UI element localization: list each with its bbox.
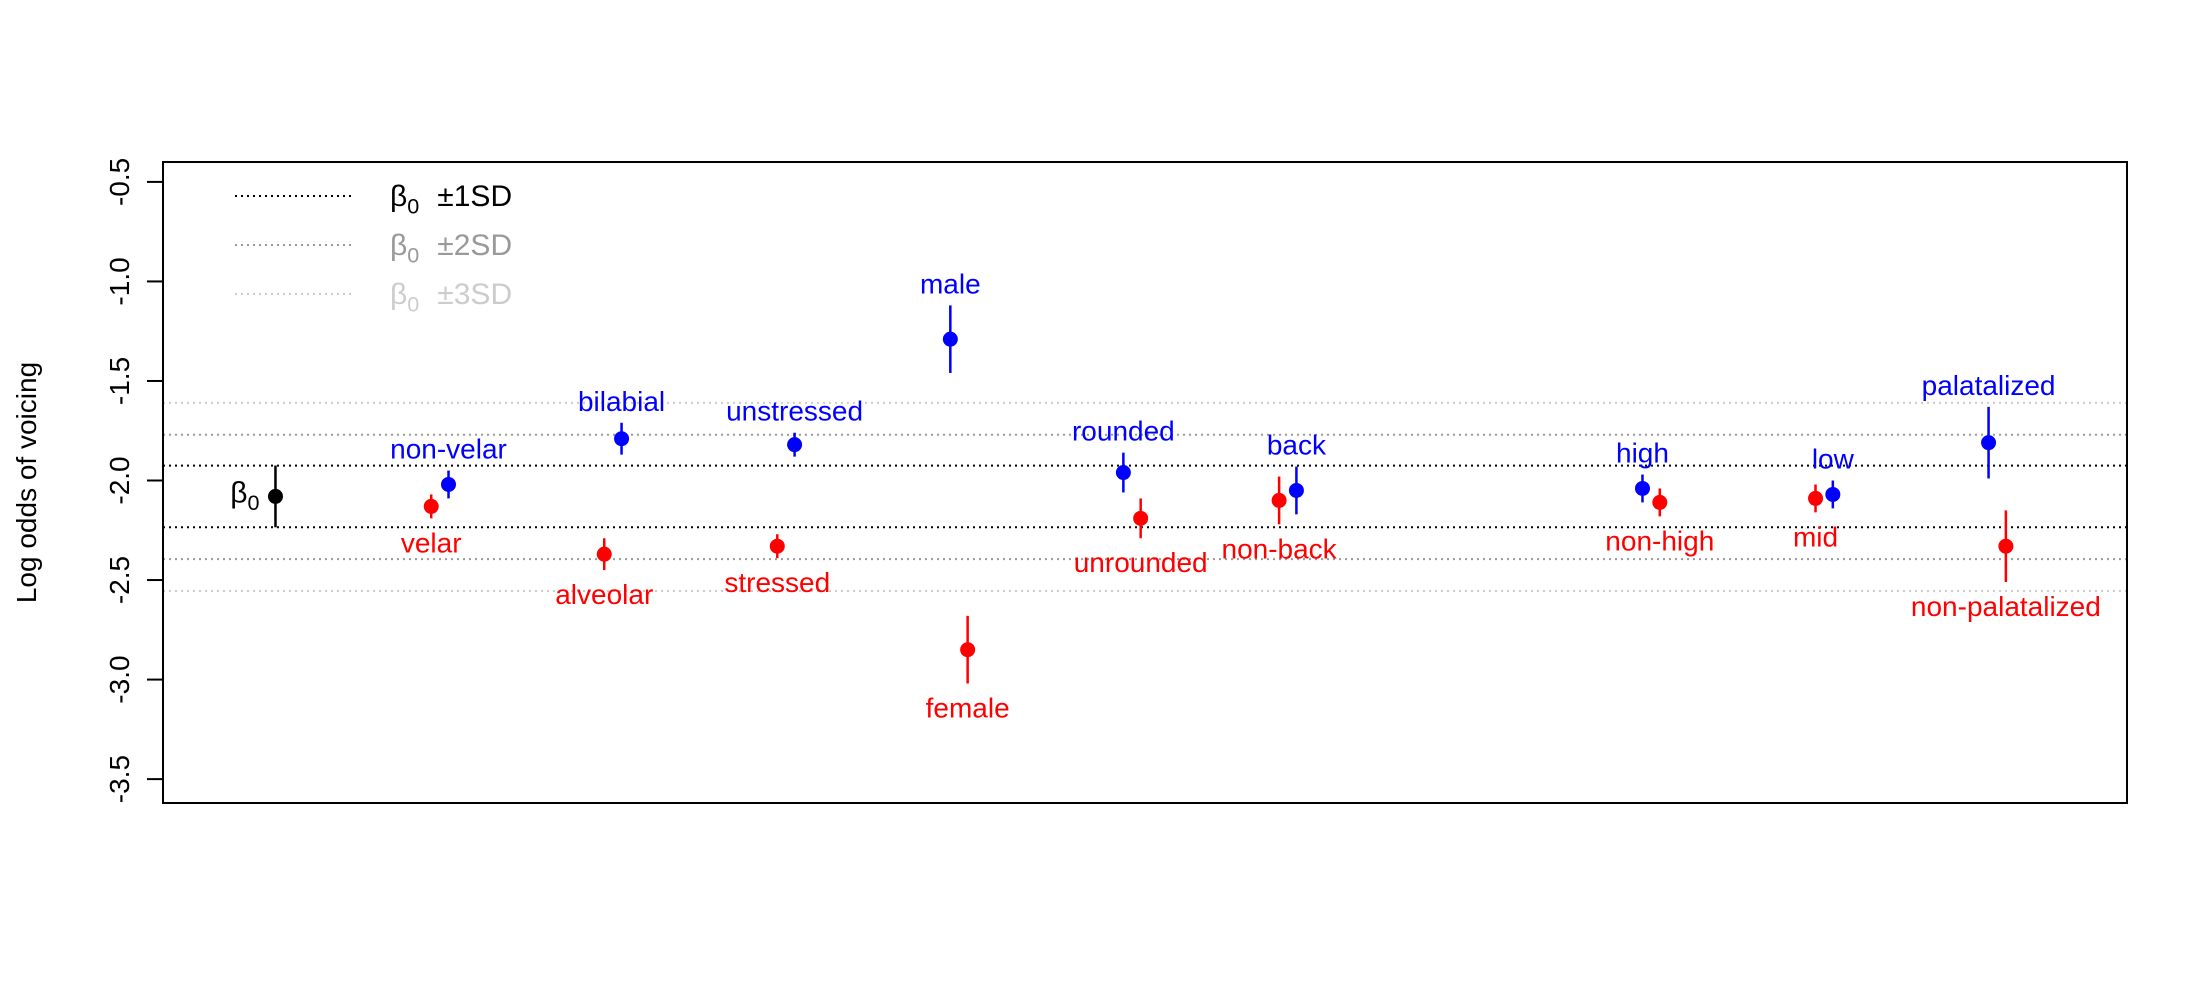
male-label: male	[920, 268, 981, 299]
baseline-label-symbol: β	[230, 476, 247, 509]
legend-entry-label: ±3SD	[437, 278, 512, 311]
non-back-point	[1271, 492, 1287, 508]
y-tick-label: -3.5	[104, 755, 135, 803]
y-tick-label: -0.5	[104, 158, 135, 206]
baseline-label-subscript: 0	[247, 490, 259, 515]
data-marks: β0velarnon-velaralveolarbilabialstressed…	[230, 268, 2101, 723]
non-high-point	[1652, 494, 1668, 510]
legend-entry-symbol: β	[390, 229, 407, 262]
non-palatalized-point	[1998, 538, 2014, 554]
high-point	[1634, 480, 1650, 496]
high-label: high	[1616, 438, 1669, 469]
palatalized-label: palatalized	[1922, 370, 2056, 401]
unstressed-label: unstressed	[726, 396, 863, 427]
non-back-label: non-back	[1222, 533, 1338, 564]
mid-point	[1808, 490, 1824, 506]
rounded-point	[1115, 465, 1131, 481]
stressed-label: stressed	[724, 567, 830, 598]
baseline-label: β0	[230, 476, 259, 515]
y-tick-label: -3.0	[104, 655, 135, 703]
low-point	[1825, 486, 1841, 502]
y-tick-label: -2.0	[104, 456, 135, 504]
non-velar-label: non-velar	[390, 434, 507, 465]
rounded-label: rounded	[1072, 416, 1175, 447]
unrounded-point	[1133, 510, 1149, 526]
mid-label: mid	[1793, 521, 1838, 552]
non-velar-point	[441, 476, 457, 492]
baseline-point	[267, 488, 283, 504]
legend-entry-subscript: 0	[407, 194, 419, 219]
alveolar-label: alveolar	[555, 579, 653, 610]
palatalized-point	[1981, 435, 1997, 451]
female-label: female	[926, 693, 1010, 724]
legend-entry-subscript: 0	[407, 243, 419, 268]
legend-entry-symbol: β	[390, 180, 407, 213]
legend-entry: β0 ±2SD	[390, 229, 512, 268]
low-label: low	[1812, 444, 1855, 475]
female-point	[960, 642, 976, 658]
velar-label: velar	[401, 527, 462, 558]
back-label: back	[1267, 430, 1327, 461]
legend-entry-label: ±2SD	[437, 229, 512, 262]
male-point	[942, 331, 958, 347]
bilabial-label: bilabial	[578, 386, 665, 417]
legend-entry-label: ±1SD	[437, 180, 512, 213]
unrounded-label: unrounded	[1074, 547, 1208, 578]
non-high-label: non-high	[1605, 525, 1714, 556]
alveolar-point	[596, 546, 612, 562]
bilabial-point	[614, 431, 630, 447]
back-point	[1288, 482, 1304, 498]
y-tick-label: -1.0	[104, 257, 135, 305]
y-tick-label: -2.5	[104, 556, 135, 604]
non-palatalized-label: non-palatalized	[1911, 591, 2101, 622]
unstressed-point	[787, 437, 803, 453]
legend-entry: β0 ±3SD	[390, 278, 512, 317]
y-tick-label: -1.5	[104, 357, 135, 405]
legend-entry: β0 ±1SD	[390, 180, 512, 219]
legend-entry-symbol: β	[390, 278, 407, 311]
plot-frame	[162, 161, 2128, 804]
legend-entry-subscript: 0	[407, 292, 419, 317]
velar-point	[423, 498, 439, 514]
stressed-point	[769, 538, 785, 554]
y-axis-label: Log odds of voicing	[11, 362, 42, 603]
